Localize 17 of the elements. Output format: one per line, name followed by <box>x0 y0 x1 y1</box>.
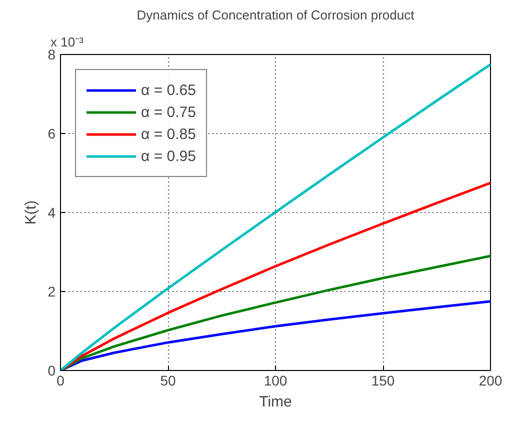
legend-label: α = 0.75 <box>141 104 196 120</box>
x-tick-label: 150 <box>371 372 395 388</box>
y-tick-label: 8 <box>48 46 56 62</box>
x-tick-label: 50 <box>160 372 176 388</box>
y-tick-label: 0 <box>48 362 56 378</box>
y-tick-label: 2 <box>48 284 56 300</box>
text: x 10⁻³ <box>50 34 84 50</box>
legend-label: α = 0.85 <box>141 126 196 142</box>
x-tick-label: 200 <box>478 372 502 388</box>
y-tick-label: 4 <box>48 204 56 220</box>
legend-label: α = 0.95 <box>141 148 196 164</box>
x-axis-title: Time <box>259 394 292 410</box>
chart-title: Dynamics of Concentration of Corrosion product <box>136 8 415 22</box>
y-axis-title: K(t) <box>22 200 40 225</box>
y-tick-label: 6 <box>48 126 56 142</box>
legend-label: α = 0.65 <box>141 82 196 98</box>
x-tick-label: 100 <box>264 372 288 388</box>
